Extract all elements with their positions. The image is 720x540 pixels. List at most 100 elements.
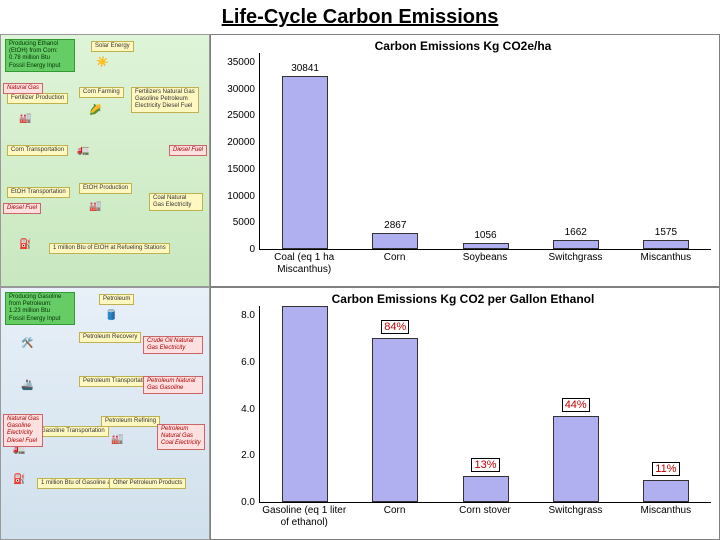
y-tick-label: 0 bbox=[211, 245, 255, 255]
chart1-y-axis: 35000300002500020000150001000050000 bbox=[211, 53, 255, 250]
chart1-x-labels: Coal (eq 1 ha Miscanthus)CornSoybeansSwi… bbox=[259, 252, 711, 282]
emissions-per-gallon-chart: Carbon Emissions Kg CO2 per Gallon Ethan… bbox=[210, 287, 720, 540]
bar-slot: 1056 bbox=[440, 53, 530, 249]
bar-value-label: 1662 bbox=[565, 227, 587, 238]
flow-node-icon: 🏭 bbox=[89, 201, 101, 212]
page-title: Life-Cycle Carbon Emissions bbox=[0, 0, 720, 34]
y-tick-label: 5000 bbox=[211, 218, 255, 228]
chart2-y-axis: 8.06.04.02.00.0 bbox=[211, 306, 255, 503]
flow-node-label: Corn Transportation bbox=[7, 145, 68, 156]
y-tick-label: 20000 bbox=[211, 138, 255, 148]
flow-node-label: Corn Farming bbox=[79, 87, 124, 98]
percent-label: 44% bbox=[562, 398, 590, 412]
emissions-per-ha-chart: Carbon Emissions Kg CO2e/ha 35000 30000 25… bbox=[210, 34, 720, 287]
bar-rect bbox=[372, 233, 418, 249]
y-tick-label: 35000 bbox=[211, 58, 255, 68]
flow-node-icon: ⛽ bbox=[13, 474, 25, 485]
bar-slot: 84% bbox=[350, 306, 440, 502]
bar-slot: 2867 bbox=[350, 53, 440, 249]
flow-node-label: Gasoline Transportation bbox=[37, 426, 109, 437]
flow-node-icon: 🌽 bbox=[89, 105, 101, 116]
flow-node-label: Solar Energy bbox=[91, 41, 134, 52]
x-tick-label: Corn stover bbox=[440, 505, 530, 535]
chart1-bars: 30841 2867 1056 1662 1575 bbox=[259, 53, 711, 250]
flow-node-label: Petroleum Refining bbox=[101, 416, 160, 427]
bar-slot: 1662 bbox=[531, 53, 621, 249]
y-tick-label: 2.0 bbox=[211, 451, 255, 461]
x-tick-label: Soybeans bbox=[440, 252, 530, 282]
flow-node-label: Diesel Fuel bbox=[3, 203, 41, 214]
y-tick-label: 15000 bbox=[211, 165, 255, 175]
flow-node-label: 1 million Btu of EtOH at Refueling Stati… bbox=[49, 243, 170, 254]
flow-node-label: Natural Gas Gasoline Electricity Diesel … bbox=[3, 414, 43, 447]
bar-slot: 11% bbox=[621, 306, 711, 502]
x-tick-label: Miscanthus bbox=[621, 252, 711, 282]
x-tick-label: Corn bbox=[349, 252, 439, 282]
bar-rect bbox=[553, 416, 599, 502]
bar-slot: 30841 bbox=[260, 53, 350, 249]
y-tick-label: 0.0 bbox=[211, 498, 255, 508]
x-tick-label: Switchgrass bbox=[530, 252, 620, 282]
flow-node-label: EtOH Transportation bbox=[7, 187, 70, 198]
flow-node-icon: 🚛 bbox=[77, 145, 89, 156]
content-area: Producing Ethanol(EtOH) from Corn:0.78 m… bbox=[0, 34, 720, 540]
x-tick-label: Gasoline (eq 1 liter of ethanol) bbox=[259, 505, 349, 535]
flow-node-icon: 🏭 bbox=[111, 434, 123, 445]
bar-rect bbox=[282, 306, 328, 502]
flow-diagram-panel: Producing Ethanol(EtOH) from Corn:0.78 m… bbox=[0, 34, 210, 540]
bar-rect bbox=[282, 76, 328, 249]
bar-value-label: 1056 bbox=[474, 230, 496, 241]
y-tick-label: 25000 bbox=[211, 111, 255, 121]
percent-label: 13% bbox=[471, 458, 499, 472]
flow-node-icon: ⛽ bbox=[19, 239, 31, 250]
flow-node-label: Petroleum Natural Gas Gasoline bbox=[143, 376, 203, 394]
flow-header: Producing Gasolinefrom Petroleum:1.23 mi… bbox=[5, 292, 75, 325]
bar-rect bbox=[643, 240, 689, 249]
bar-value-label: 2867 bbox=[384, 220, 406, 231]
x-tick-label: Corn bbox=[349, 505, 439, 535]
y-tick-label: 8.0 bbox=[211, 311, 255, 321]
flow-node-label: Natural Gas bbox=[3, 83, 43, 94]
y-tick-label: 10000 bbox=[211, 192, 255, 202]
bar-rect bbox=[372, 338, 418, 502]
chart2-title: Carbon Emissions Kg CO2 per Gallon Ethan… bbox=[215, 292, 711, 306]
y-tick-label: 6.0 bbox=[211, 358, 255, 368]
bar-value-label: 30841 bbox=[291, 63, 319, 74]
bar-rect bbox=[643, 480, 689, 502]
bar-value-label: 1575 bbox=[655, 227, 677, 238]
flow-node-label: Petroleum Recovery bbox=[79, 332, 141, 343]
flow-node-icon: 🏭 bbox=[19, 113, 31, 124]
percent-label: 11% bbox=[652, 462, 679, 476]
bar-slot bbox=[260, 306, 350, 502]
bar-rect bbox=[463, 476, 509, 502]
flow-node-icon: 🚢 bbox=[21, 380, 33, 391]
y-tick-label: 4.0 bbox=[211, 405, 255, 415]
chart2-x-labels: Gasoline (eq 1 liter of ethanol)CornCorn… bbox=[259, 505, 711, 535]
flow-node-label: EtOH Production bbox=[79, 183, 132, 194]
flow-header: Producing Ethanol(EtOH) from Corn:0.78 m… bbox=[5, 39, 75, 72]
x-tick-label: Switchgrass bbox=[530, 505, 620, 535]
bar-slot: 1575 bbox=[621, 53, 711, 249]
flow-node-label: Coal Natural Gas Electricity bbox=[149, 193, 203, 211]
flow-node-label: Fertilizer Production bbox=[7, 93, 68, 104]
chart2-bars: 84% 13% 44% 11% bbox=[259, 306, 711, 503]
flow-node-icon: 🛠️ bbox=[21, 338, 33, 349]
x-tick-label: Coal (eq 1 ha Miscanthus) bbox=[259, 252, 349, 282]
chart1-title: Carbon Emissions Kg CO2e/ha bbox=[215, 39, 711, 53]
bar-rect bbox=[553, 240, 599, 249]
ethanol-flow-diagram: Producing Ethanol(EtOH) from Corn:0.78 m… bbox=[0, 34, 210, 287]
flow-node-icon: ☀️ bbox=[96, 57, 108, 68]
flow-node-label: Petroleum bbox=[99, 294, 134, 305]
flow-node-label: Fertilizers Natural Gas Gasoline Petrole… bbox=[131, 87, 199, 113]
x-tick-label: Miscanthus bbox=[621, 505, 711, 535]
y-tick-label: 30000 bbox=[211, 85, 255, 95]
gasoline-flow-diagram: Producing Gasolinefrom Petroleum:1.23 mi… bbox=[0, 287, 210, 540]
flow-node-icon: 🛢️ bbox=[105, 310, 117, 321]
flow-node-label: Other Petroleum Products bbox=[109, 478, 186, 489]
flow-node-label: Diesel Fuel bbox=[169, 145, 207, 156]
flow-node-label: Petroleum Natural Gas Coal Electricity bbox=[157, 424, 205, 450]
bar-slot: 44% bbox=[531, 306, 621, 502]
flow-node-label: Crude Oil Natural Gas Electricity bbox=[143, 336, 203, 354]
percent-label: 84% bbox=[381, 320, 409, 334]
bar-rect bbox=[463, 243, 509, 249]
